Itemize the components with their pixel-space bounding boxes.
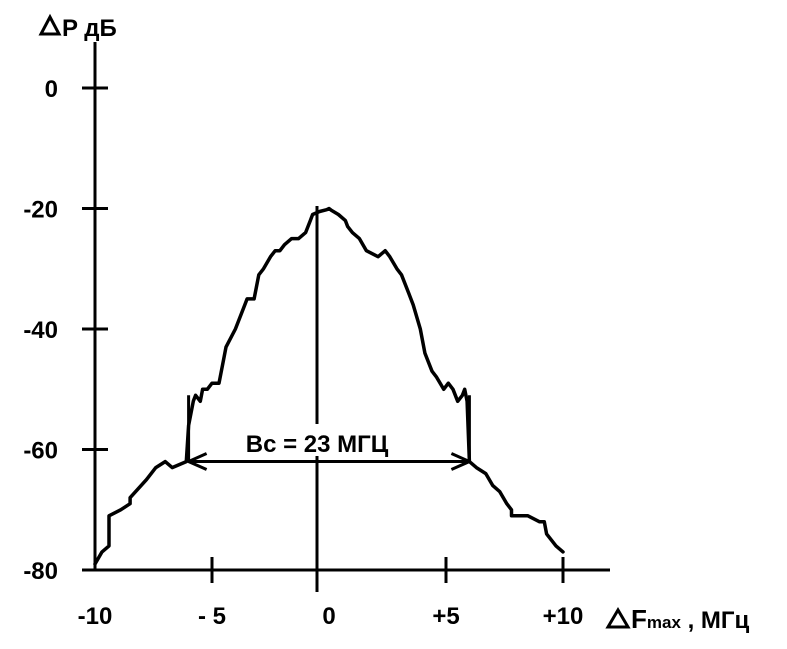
y-tick-label: -40: [23, 317, 58, 344]
x-tick-label: 0: [322, 603, 335, 630]
y-tick-label: 0: [45, 76, 58, 103]
x-axis-label-main: F: [631, 604, 647, 634]
x-tick-label: - 5: [198, 603, 226, 630]
y-ticks: 0 -20 -40 -60 -80: [23, 76, 108, 585]
y-axis-title: P дБ: [38, 13, 117, 42]
delta-icon: [38, 13, 62, 36]
x-tick-label: +10: [543, 603, 584, 630]
x-axis-title: Fmax , МГц: [605, 604, 750, 634]
y-tick-label: -20: [23, 197, 58, 224]
x-tick-label: -10: [78, 603, 113, 630]
x-axis-label-unit: , МГц: [681, 607, 750, 634]
bandwidth-label: Bc = 23 МГЦ: [246, 431, 389, 458]
y-tick-label: -80: [23, 558, 58, 585]
y-axis-label: P дБ: [62, 15, 117, 42]
spectrum-curve: [93, 206, 565, 566]
svg-text:Fmax , МГц: Fmax , МГц: [631, 604, 750, 634]
delta-icon: [605, 607, 631, 629]
bandwidth-annotation: Bc = 23 МГЦ: [187, 395, 471, 461]
x-ticks: -10 - 5 0 +5 +10: [78, 557, 584, 630]
annotation-bg: [228, 424, 406, 456]
x-axis-label-sub: max: [647, 613, 682, 632]
x-tick-label: +5: [432, 603, 459, 630]
y-tick-label: -60: [23, 438, 58, 465]
